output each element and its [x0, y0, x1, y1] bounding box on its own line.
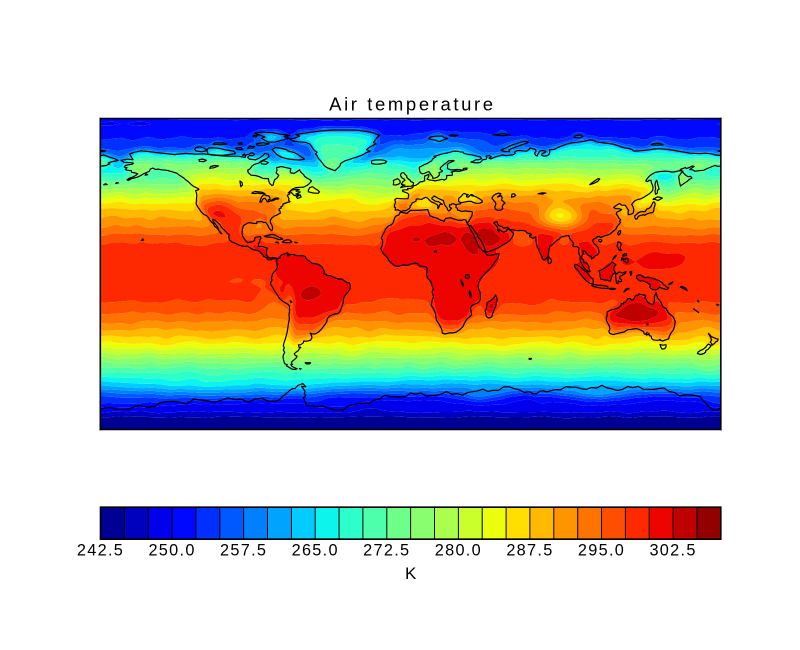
svg-text:257.5: 257.5 [220, 542, 267, 560]
svg-text:242.5: 242.5 [77, 542, 124, 560]
svg-text:K: K [405, 564, 417, 583]
svg-text:250.0: 250.0 [148, 542, 195, 560]
svg-text:287.5: 287.5 [506, 542, 553, 560]
svg-text:Air temperature: Air temperature [329, 94, 496, 115]
svg-text:295.0: 295.0 [578, 542, 625, 560]
svg-text:272.5: 272.5 [363, 542, 410, 560]
svg-text:302.5: 302.5 [649, 542, 696, 560]
svg-text:265.0: 265.0 [292, 542, 339, 560]
svg-text:280.0: 280.0 [435, 542, 482, 560]
